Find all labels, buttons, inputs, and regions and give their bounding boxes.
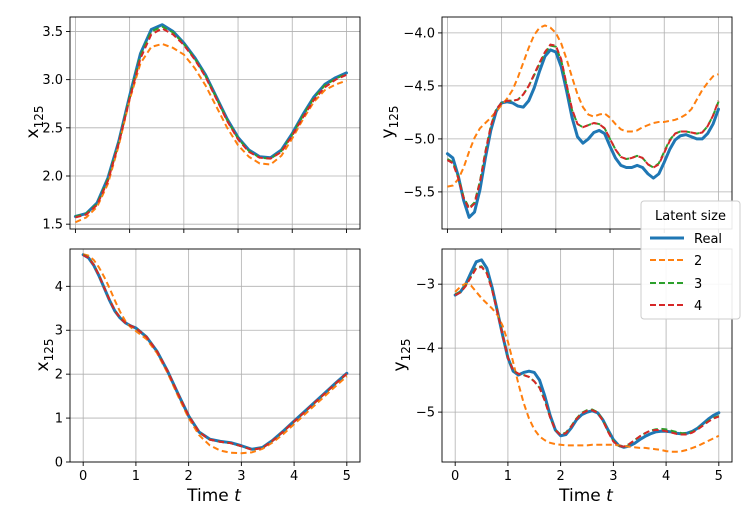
- y-tick-label: 2.5: [42, 121, 63, 136]
- series-line-Real: [445, 48, 720, 219]
- series-group: [453, 258, 721, 453]
- x-tick-label: 1: [504, 469, 512, 484]
- y-tick-label: 3: [55, 324, 63, 339]
- y-tick-label: −4.0: [403, 26, 435, 41]
- x-tick-label: 0: [451, 469, 459, 484]
- series-line-3: [82, 253, 348, 451]
- series-line-4: [454, 265, 720, 448]
- series-line-4: [75, 27, 347, 219]
- ylabel-top-left: x125: [23, 106, 46, 139]
- legend-title: Latent size: [655, 209, 726, 224]
- x-tick-label: 5: [343, 469, 351, 484]
- x-tick-label: 3: [237, 469, 245, 484]
- series-line-2: [447, 24, 719, 188]
- legend-box: [640, 200, 741, 320]
- legend-label-2: 2: [694, 254, 702, 269]
- xlabel-bottom-left: Time t: [186, 486, 242, 506]
- y-tick-label: 4: [55, 280, 63, 295]
- axes-frame: [69, 248, 361, 463]
- series-line-4: [446, 43, 720, 210]
- series-line-3: [75, 25, 347, 218]
- axes-frame: [441, 248, 733, 463]
- y-tick-label: 1: [55, 412, 63, 427]
- y-tick-label: 2: [55, 368, 63, 383]
- y-tick-label: 0: [55, 456, 63, 471]
- x-tick-label: 4: [662, 469, 670, 484]
- axes-frame: [441, 16, 733, 230]
- series-line-2: [75, 42, 347, 224]
- legend-label-real: Real: [694, 232, 722, 247]
- y-tick-label: −4.5: [403, 79, 435, 94]
- subplot-top-left: x125 1.5 2.0 2.5 3.0 3.5: [23, 16, 361, 233]
- y-tick-label: −5.0: [403, 132, 435, 147]
- x-tick-label: 1: [132, 469, 140, 484]
- y-tick-label: −5.5: [403, 185, 435, 200]
- legend-label-4: 4: [694, 299, 702, 314]
- legend: Latent size Real 2 3 4: [640, 200, 741, 320]
- subplot-top-right: y125 −5.5 −5.0 −4.5 −4.0: [378, 16, 733, 233]
- y-tick-label: −4: [416, 342, 435, 357]
- series-group: [73, 23, 348, 224]
- y-tick-label: −5: [416, 406, 435, 421]
- y-tick-label: 3.0: [42, 73, 63, 88]
- ylabel-top-right: y125: [378, 106, 401, 139]
- y-tick-label: 2.0: [42, 170, 63, 185]
- x-tick-label: 5: [715, 469, 723, 484]
- series-line-2: [82, 253, 348, 455]
- series-group: [81, 253, 349, 455]
- ylabel-bottom-left: x125: [33, 339, 56, 372]
- series-line-Real: [73, 23, 348, 218]
- ylabel-bottom-right: y125: [390, 339, 413, 372]
- series-line-Real: [81, 253, 349, 451]
- axes-frame: [69, 16, 361, 230]
- y-tick-label: 3.5: [42, 25, 63, 40]
- series-group: [445, 24, 720, 219]
- x-tick-label: 0: [79, 469, 87, 484]
- xlabel-bottom-right: Time t: [558, 486, 614, 506]
- subplot-bottom-left: x125 Time t 0 1 2 3 4 5 0 1 2 3 4: [33, 248, 361, 506]
- x-tick-label: 2: [556, 469, 564, 484]
- x-tick-label: 4: [290, 469, 298, 484]
- y-tick-label: −3: [416, 278, 435, 293]
- series-line-4: [82, 254, 348, 451]
- x-tick-label: 3: [609, 469, 617, 484]
- x-tick-label: 2: [184, 469, 192, 484]
- y-tick-label: 1.5: [42, 218, 63, 233]
- legend-label-3: 3: [694, 277, 702, 292]
